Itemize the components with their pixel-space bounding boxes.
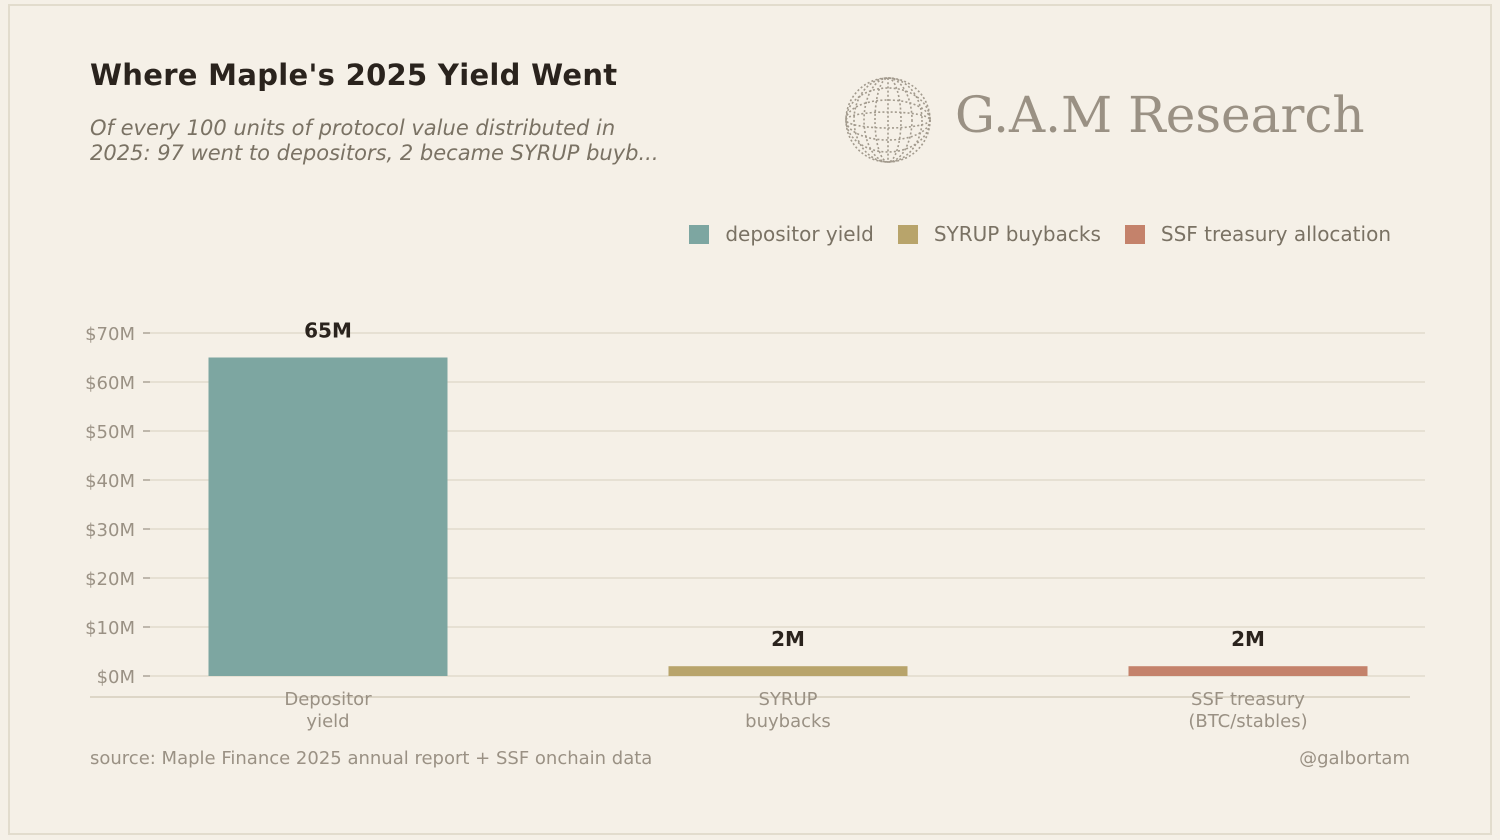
x-tick-label: yield — [306, 711, 349, 732]
chart-frame — [8, 4, 1492, 835]
data-label: 2M — [1231, 627, 1265, 651]
brand-wordmark: G.A.M Research — [955, 86, 1365, 144]
x-tick-label: SSF treasury — [1191, 689, 1305, 710]
chart-title: Where Maple's 2025 Yield Went — [90, 58, 618, 92]
data-label: 2M — [771, 627, 805, 651]
x-tick-label: Depositor — [284, 689, 372, 710]
bar — [1128, 666, 1368, 676]
y-tick-label: $70M — [85, 324, 135, 345]
bar — [208, 357, 448, 676]
legend-swatch-ssf — [1124, 224, 1145, 244]
y-tick-label: $30M — [85, 520, 135, 541]
x-tick-label: SYRUP — [759, 689, 818, 710]
data-label: 65M — [304, 319, 352, 343]
chart-subtitle: Of every 100 units of protocol value dis… — [90, 116, 659, 165]
y-tick-label: $50M — [85, 422, 135, 443]
author-handle: @galbortam — [1299, 748, 1410, 769]
legend-item-syrup: SYRUP buybacks — [897, 222, 1101, 246]
y-tick-label: $0M — [97, 667, 135, 688]
y-tick-label: $40M — [85, 471, 135, 492]
y-tick-label: $60M — [85, 373, 135, 394]
x-tick-label: buybacks — [745, 711, 831, 732]
y-tick-label: $20M — [85, 569, 135, 590]
legend-item-depositor: depositor yield — [689, 222, 874, 246]
x-tick-label: (BTC/stables) — [1188, 711, 1307, 732]
legend-swatch-depositor — [689, 224, 710, 244]
source-note: source: Maple Finance 2025 annual report… — [90, 748, 653, 769]
globe-logo-icon — [845, 77, 931, 163]
legend-item-ssf: SSF treasury allocation — [1124, 222, 1391, 246]
chart-legend: depositor yield SYRUP buybacks SSF treas… — [689, 222, 1391, 246]
legend-label: SYRUP buybacks — [933, 222, 1101, 246]
y-tick-label: $10M — [85, 618, 135, 639]
legend-label: SSF treasury allocation — [1160, 222, 1391, 246]
bar — [668, 666, 908, 676]
legend-swatch-syrup — [897, 224, 918, 244]
legend-label: depositor yield — [725, 222, 874, 246]
